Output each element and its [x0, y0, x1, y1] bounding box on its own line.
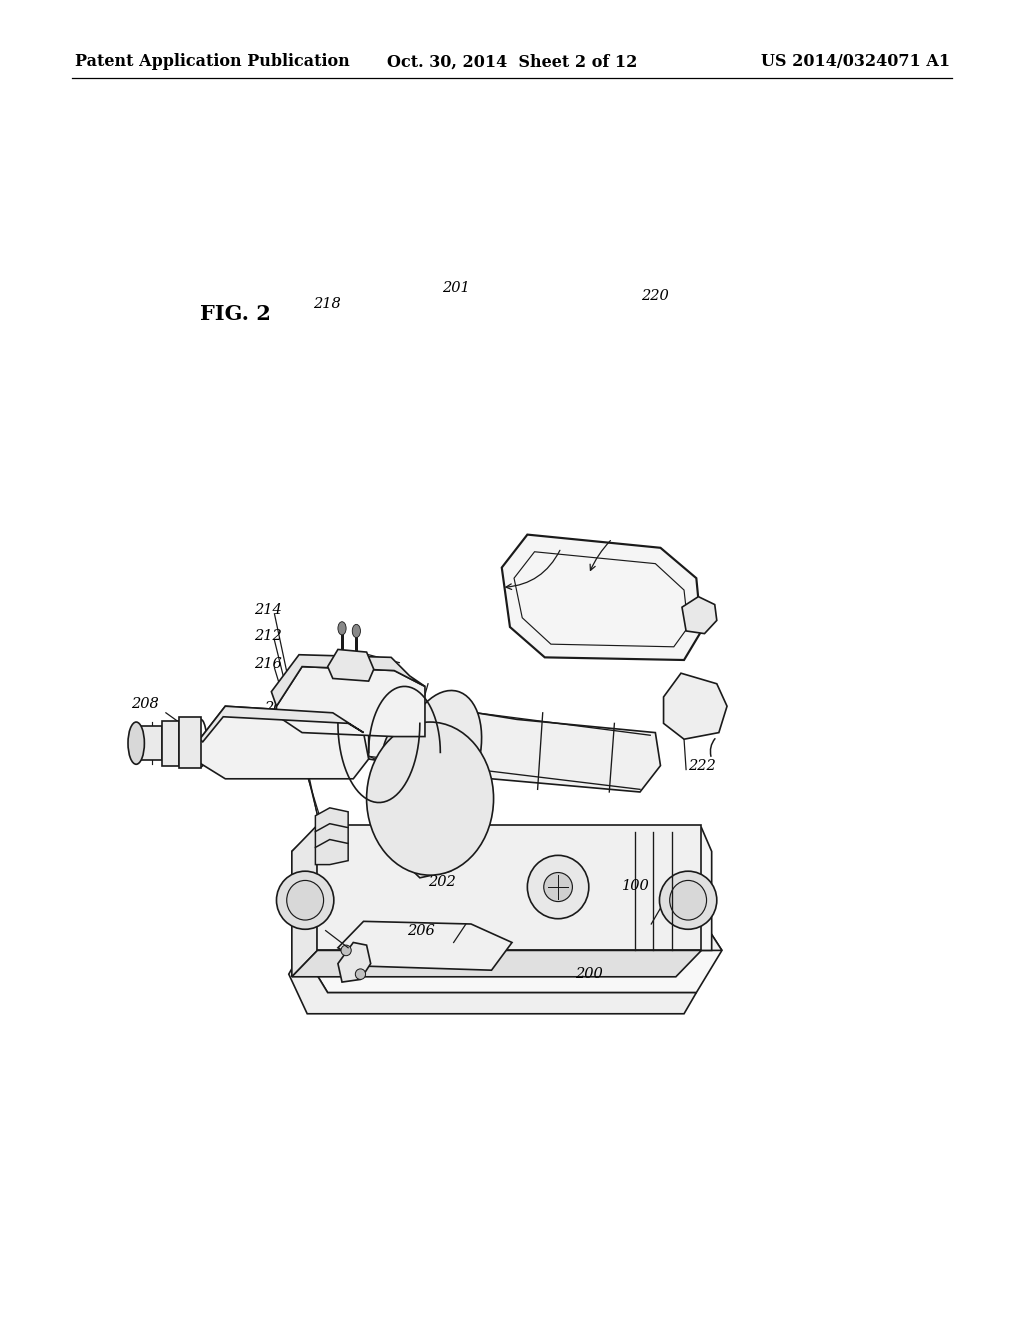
Ellipse shape: [659, 871, 717, 929]
Polygon shape: [133, 726, 162, 760]
Ellipse shape: [355, 969, 366, 979]
Polygon shape: [317, 825, 701, 950]
Text: 214: 214: [254, 603, 282, 616]
Text: 208: 208: [131, 697, 159, 710]
Text: 216: 216: [254, 657, 282, 671]
Polygon shape: [328, 649, 374, 681]
Polygon shape: [276, 667, 425, 737]
Polygon shape: [289, 950, 696, 1014]
Text: 204: 204: [264, 701, 292, 714]
Ellipse shape: [527, 855, 589, 919]
Ellipse shape: [128, 722, 144, 764]
Ellipse shape: [544, 873, 572, 902]
Polygon shape: [338, 942, 371, 982]
Ellipse shape: [352, 624, 360, 638]
Polygon shape: [369, 700, 660, 792]
Text: FIG. 2: FIG. 2: [200, 304, 270, 325]
Polygon shape: [179, 717, 201, 768]
Text: 212: 212: [254, 630, 282, 643]
Text: 100: 100: [622, 879, 649, 892]
Text: 220: 220: [641, 289, 669, 302]
Polygon shape: [315, 840, 348, 865]
Ellipse shape: [287, 880, 324, 920]
Polygon shape: [271, 655, 425, 706]
Text: 206: 206: [408, 924, 435, 937]
Polygon shape: [292, 950, 701, 977]
Polygon shape: [399, 792, 461, 878]
Polygon shape: [302, 911, 722, 993]
Polygon shape: [315, 824, 348, 847]
Ellipse shape: [338, 622, 346, 635]
Text: 200: 200: [575, 968, 603, 981]
Polygon shape: [292, 828, 712, 950]
Ellipse shape: [670, 880, 707, 920]
Polygon shape: [162, 721, 179, 766]
Polygon shape: [682, 597, 717, 634]
Ellipse shape: [381, 718, 455, 845]
Text: 202: 202: [428, 875, 456, 888]
Polygon shape: [302, 911, 722, 950]
Text: Patent Application Publication: Patent Application Publication: [75, 54, 350, 70]
Ellipse shape: [341, 945, 351, 956]
Polygon shape: [664, 673, 727, 739]
Text: US 2014/0324071 A1: US 2014/0324071 A1: [761, 54, 950, 70]
Polygon shape: [200, 706, 364, 742]
Text: 201: 201: [442, 281, 470, 294]
Ellipse shape: [276, 871, 334, 929]
Text: 210: 210: [264, 727, 292, 741]
Text: 222: 222: [688, 759, 716, 772]
Text: 218: 218: [313, 297, 341, 310]
Ellipse shape: [367, 722, 494, 875]
Polygon shape: [502, 535, 701, 660]
Text: Oct. 30, 2014  Sheet 2 of 12: Oct. 30, 2014 Sheet 2 of 12: [387, 54, 637, 70]
Polygon shape: [410, 737, 466, 792]
Ellipse shape: [399, 690, 481, 820]
Polygon shape: [200, 706, 369, 779]
Polygon shape: [292, 825, 317, 977]
Polygon shape: [315, 808, 348, 832]
Polygon shape: [338, 921, 512, 970]
